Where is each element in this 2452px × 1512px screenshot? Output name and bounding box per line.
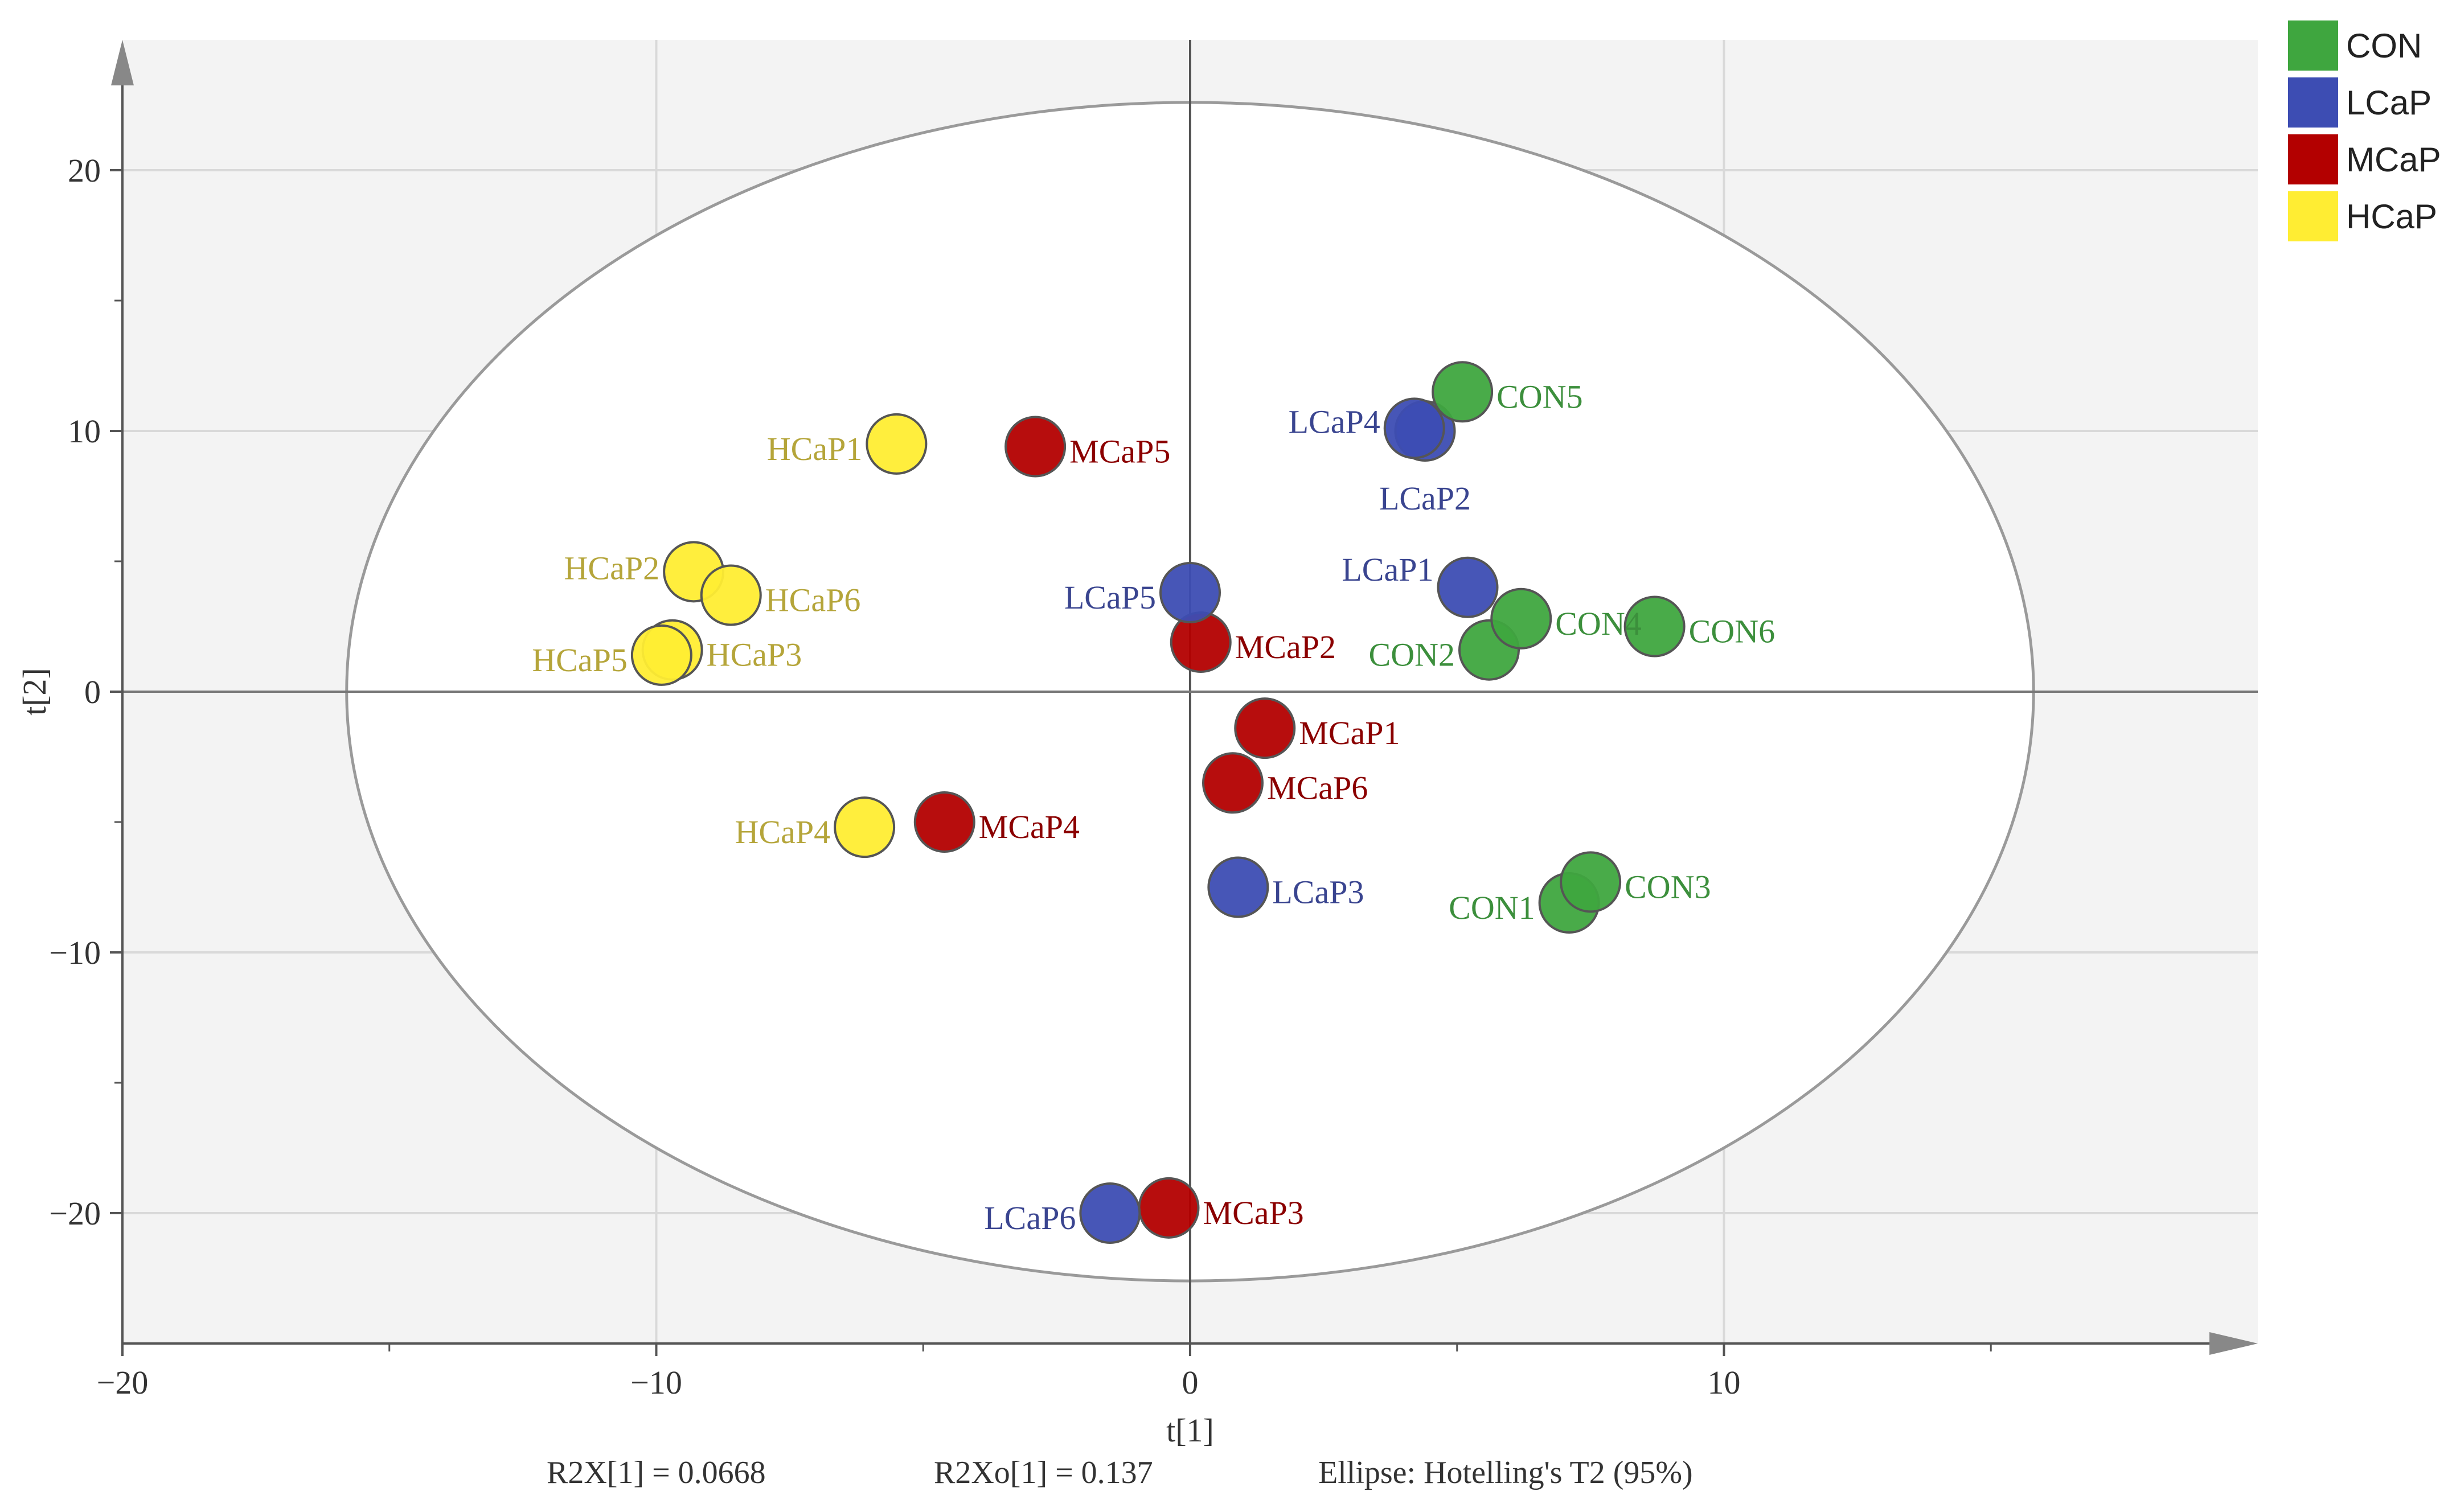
- legend-label-hcap: HCaP: [2346, 197, 2438, 236]
- axis-ticks: −20 −10 0 10 −20 −10 0 10 20: [49, 152, 1992, 1401]
- point-label-hcap2: HCaP2: [564, 549, 660, 586]
- point-label-con2: CON2: [1369, 636, 1455, 673]
- point-hcap1: [866, 413, 928, 475]
- point-label-mcap5: MCaP5: [1069, 433, 1170, 470]
- point-mcap3: [1138, 1177, 1200, 1239]
- point-lcap1: [1437, 556, 1499, 618]
- point-label-hcap1: HCaP1: [767, 430, 863, 467]
- point-mcap1: [1234, 697, 1296, 759]
- point-lcap5: [1159, 561, 1221, 623]
- point-label-hcap4: HCaP4: [735, 813, 831, 850]
- legend-label-lcap: LCaP: [2346, 83, 2432, 122]
- point-label-con1: CON1: [1449, 889, 1535, 926]
- legend-label-con: CON: [2346, 26, 2422, 65]
- point-label-mcap2: MCaP2: [1235, 628, 1336, 665]
- data-points: [630, 361, 1686, 1244]
- legend-item-mcap: MCaP: [2288, 131, 2447, 188]
- point-hcap5: [630, 624, 692, 686]
- x-axis-arrow: [2209, 1332, 2258, 1355]
- point-label-hcap5: HCaP5: [532, 642, 628, 679]
- point-hcap4: [834, 796, 896, 858]
- point-label-mcap4: MCaP4: [979, 808, 1080, 845]
- legend-item-con: CON: [2288, 17, 2447, 74]
- point-mcap6: [1202, 752, 1264, 814]
- point-lcap4: [1383, 397, 1445, 459]
- point-con5: [1432, 361, 1494, 423]
- zero-lines: [122, 40, 2258, 1343]
- x-axis-title: t[1]: [1166, 1412, 1214, 1449]
- legend-swatch-lcap: [2288, 77, 2338, 128]
- point-hcap6: [700, 564, 762, 626]
- y-tick-label: 0: [84, 673, 101, 710]
- point-label-lcap4: LCaP4: [1289, 403, 1380, 440]
- r2x-label: R2X[1] = 0.0668: [547, 1455, 766, 1490]
- point-label-con5: CON5: [1496, 378, 1582, 415]
- point-con4: [1490, 587, 1552, 650]
- point-lcap6: [1079, 1182, 1141, 1244]
- point-mcap4: [913, 791, 975, 853]
- point-label-lcap3: LCaP3: [1272, 874, 1364, 911]
- legend-swatch-mcap: [2288, 134, 2338, 184]
- y-tick-label: −10: [49, 934, 101, 971]
- legend-swatch-hcap: [2288, 191, 2338, 241]
- y-tick-label: 10: [68, 413, 101, 450]
- x-tick-label: 0: [1182, 1364, 1199, 1401]
- point-label-lcap2: LCaP2: [1379, 480, 1471, 517]
- r2xo-label: R2Xo[1] = 0.137: [934, 1455, 1153, 1490]
- y-tick-label: 20: [68, 152, 101, 189]
- ellipse-note: Ellipse: Hotelling's T2 (95%): [1318, 1455, 1693, 1490]
- point-con3: [1560, 851, 1622, 913]
- x-tick-label: 10: [1708, 1364, 1741, 1401]
- point-labels: HCaP1 HCaP2 HCaP3 HCaP4 HCaP5 HCaP6 MCaP1 MCaP2…: [532, 378, 1775, 1236]
- point-label-con6: CON6: [1689, 613, 1775, 650]
- point-label-lcap5: LCaP5: [1064, 579, 1156, 616]
- point-con6: [1623, 595, 1686, 658]
- point-label-lcap6: LCaP6: [984, 1199, 1076, 1236]
- y-axis-arrow: [111, 40, 134, 85]
- point-mcap5: [1004, 416, 1067, 478]
- x-tick-label: −10: [630, 1364, 682, 1401]
- x-tick-label: −20: [97, 1364, 149, 1401]
- point-lcap3: [1207, 856, 1269, 918]
- axes: [111, 40, 2258, 1355]
- point-label-lcap1: LCaP1: [1342, 551, 1433, 588]
- point-label-hcap6: HCaP6: [765, 582, 861, 619]
- y-axis-title: t[2]: [16, 668, 53, 716]
- point-label-con4: CON4: [1555, 605, 1641, 642]
- point-label-mcap6: MCaP6: [1267, 769, 1368, 806]
- legend-item-lcap: LCaP: [2288, 74, 2447, 131]
- point-label-mcap1: MCaP1: [1299, 714, 1400, 751]
- point-label-hcap3: HCaP3: [707, 636, 802, 673]
- point-label-con3: CON3: [1625, 868, 1711, 905]
- legend-label-mcap: MCaP: [2346, 140, 2441, 179]
- y-tick-label: −20: [49, 1195, 101, 1232]
- legend-item-hcap: HCaP: [2288, 188, 2447, 245]
- point-label-mcap3: MCaP3: [1203, 1194, 1304, 1231]
- legend-swatch-con: [2288, 20, 2338, 71]
- legend: CON LCaP MCaP HCaP: [2288, 17, 2447, 245]
